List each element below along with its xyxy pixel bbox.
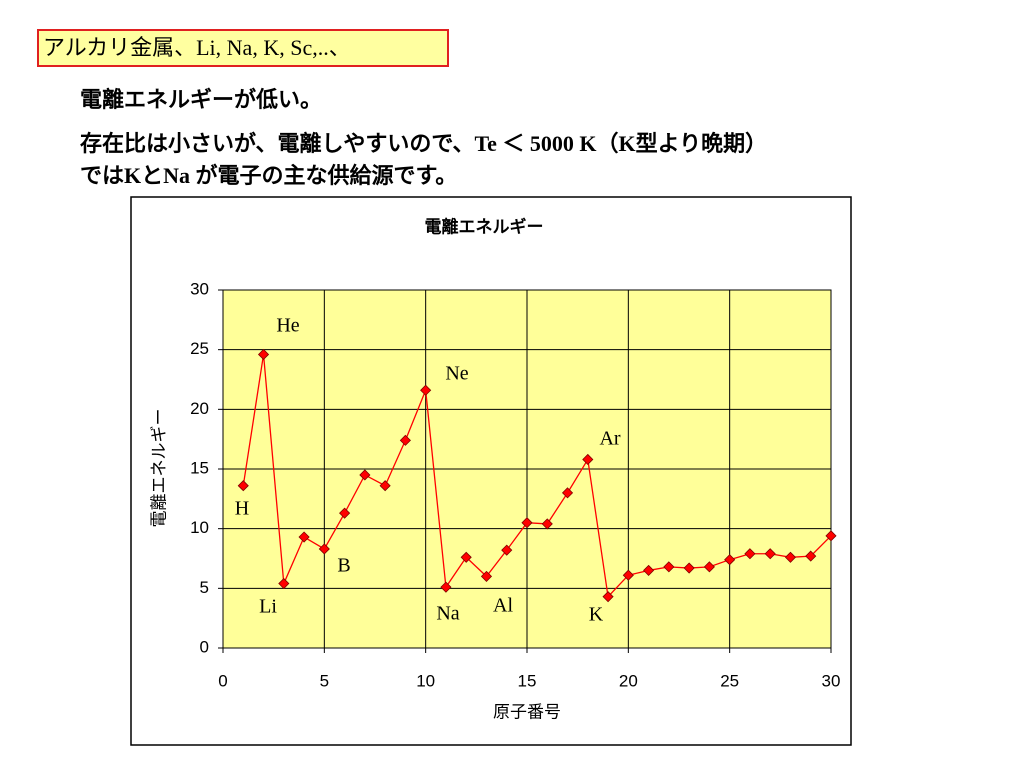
annotation: K [589, 604, 604, 626]
x-tick-label: 15 [518, 671, 537, 690]
data-point [541, 518, 553, 530]
y-tick-label: 30 [190, 279, 209, 298]
y-tick-label: 10 [190, 518, 209, 537]
data-point [622, 569, 634, 581]
data-point [663, 561, 675, 573]
annotation: Li [259, 596, 277, 618]
x-tick-label: 0 [218, 671, 227, 690]
data-point [420, 384, 432, 396]
x-tick-label: 20 [619, 671, 638, 690]
data-point [440, 581, 452, 593]
text-line: 電離エネルギーが低い。 [80, 87, 323, 112]
x-tick-label: 5 [320, 671, 329, 690]
data-point [805, 550, 817, 562]
data-point [318, 543, 330, 555]
data-point [278, 577, 290, 590]
data-point [825, 530, 837, 542]
annotation: H [235, 498, 249, 520]
data-point [602, 591, 614, 603]
y-tick-label: 20 [190, 399, 209, 418]
x-axis-label: 原子番号 [493, 702, 561, 721]
data-point [561, 487, 574, 499]
x-tick-label: 25 [720, 671, 739, 690]
annotation: Al [493, 595, 513, 617]
data-point [521, 517, 533, 529]
data-point [237, 480, 249, 492]
data-point [582, 453, 594, 466]
data-point [683, 562, 695, 574]
text-line: 存在比は小さいが、電離しやすいので、Te ＜ 5000 K（K型より晩期） [80, 131, 768, 156]
data-point [257, 348, 270, 361]
y-axis-label: 電離エネルギー [149, 409, 168, 528]
data-point [339, 507, 351, 519]
data-point [724, 554, 736, 566]
annotation: Na [436, 603, 459, 625]
x-tick-label: 10 [416, 671, 435, 690]
annotation: Ne [445, 363, 468, 385]
y-tick-label: 0 [200, 637, 209, 656]
highlight-box: アルカリ金属、Li, Na, K, Sc,..、 [37, 29, 449, 67]
chart-title: 電離エネルギー [425, 216, 544, 236]
data-point [480, 570, 493, 582]
data-point [784, 551, 797, 563]
annotation: Ar [599, 428, 620, 450]
data-point [460, 551, 472, 563]
data-point [379, 480, 391, 492]
data-point [643, 564, 655, 576]
annotation: He [276, 315, 299, 337]
data-point [764, 548, 776, 560]
y-tick-label: 5 [200, 578, 209, 597]
text-line: ではKとNa が電子の主な供給源です。 [80, 163, 458, 188]
annotation: B [337, 555, 350, 577]
data-point [501, 544, 513, 556]
data-point [744, 548, 756, 560]
data-point [703, 561, 715, 573]
y-tick-label: 25 [190, 339, 209, 358]
data-point [298, 531, 310, 543]
y-tick-label: 15 [190, 458, 209, 477]
data-point [399, 434, 411, 446]
data-point [359, 469, 371, 481]
x-tick-label: 30 [822, 671, 841, 690]
